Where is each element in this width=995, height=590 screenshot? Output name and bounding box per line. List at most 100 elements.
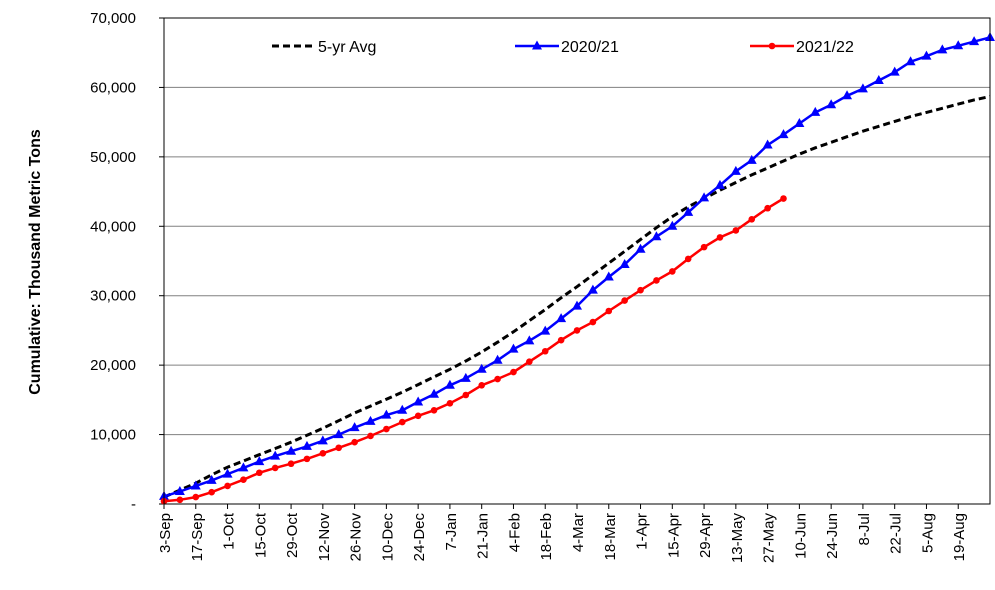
legend-marker [768,42,776,50]
data-point [206,474,217,484]
data-point [224,482,231,490]
x-tick-label: 29-Apr [697,513,714,558]
data-point [603,271,614,281]
data-point [303,455,311,463]
data-point [905,56,916,66]
x-axis-ticks: 3-Sep 17-Sep 1-Oct 15-Oct 29-Oct 12-Nov 26-Nov… [157,504,968,563]
data-point [478,381,485,389]
data-point [192,493,200,501]
data-point [446,400,454,407]
data-point [430,406,438,414]
data-point [413,396,424,406]
data-point [953,40,964,50]
data-point [508,343,519,353]
x-tick-label: 29-Oct [284,512,301,558]
data-point [524,335,535,345]
x-tick-label: 18-Feb [538,513,555,561]
data-point [667,220,678,230]
x-tick-label: 22-Jul [888,513,905,554]
x-tick-label: 8-Jul [856,513,873,546]
x-tick-label: 1-Oct [221,512,238,550]
x-tick-label: 17-Sep [189,513,206,561]
legend-label: 2020/21 [561,39,619,56]
data-point [287,460,295,468]
data-point [317,435,328,445]
data-point [174,486,185,496]
series-layer [159,31,995,505]
x-tick-label: 3-Sep [157,513,174,553]
series-line [163,197,785,503]
y-tick-label: - [131,496,136,513]
x-tick-label: 27-May [761,513,778,564]
data-point [889,66,900,76]
data-point [746,154,757,164]
y-tick-label: 20,000 [90,357,136,374]
y-tick-label: 60,000 [90,79,136,96]
data-point [730,165,741,175]
data-point [619,258,630,268]
data-point [494,375,501,383]
x-tick-label: 15-Apr [665,513,682,558]
legend: 5-yr Avg 2020/21 2021/22 [272,39,854,56]
x-tick-label: 7-Jan [443,513,460,551]
series-0 [163,95,991,499]
data-point [270,450,281,460]
data-point [397,404,408,414]
data-point [621,297,628,304]
y-tick-label: 10,000 [90,427,136,444]
x-tick-label: 10-Dec [379,513,396,562]
data-point [716,234,724,241]
data-point [748,216,756,223]
data-point [635,243,646,253]
data-point [637,286,644,294]
x-tick-label: 10-Jun [792,513,809,559]
series-1 [159,31,995,500]
data-point [669,268,676,275]
data-point [381,409,392,419]
data-point [222,468,233,478]
legend-label: 5-yr Avg [318,39,376,56]
y-axis-title: Cumulative: Thousand Metric Tons [27,129,44,395]
data-point [462,391,470,399]
x-tick-label: 24-Jun [824,513,841,559]
data-point [238,462,249,472]
legend-marker [532,40,542,50]
legend-label: 2021/22 [796,39,854,56]
data-point [286,445,297,455]
data-point [780,195,787,202]
x-tick-label: 19-Aug [951,513,968,561]
data-point [714,179,725,189]
legend-item-0: 5-yr Avg [272,39,376,56]
data-point [256,469,263,477]
data-point [510,368,517,376]
data-point [254,456,265,466]
data-point [842,90,853,100]
data-point [414,412,422,420]
data-point [683,206,694,216]
x-tick-label: 1-Apr [634,513,651,550]
data-point [365,415,376,425]
data-point [605,307,613,315]
data-point [732,227,740,234]
x-tick-label: 4-Feb [506,513,523,552]
data-point [190,480,201,490]
data-point [526,358,533,365]
data-point [271,464,279,472]
gridlines [164,86,990,436]
data-point [349,422,360,432]
series-line [163,95,991,499]
data-point [444,379,455,389]
data-point [764,204,771,212]
data-point [573,327,581,334]
series-2 [160,195,787,505]
data-point [921,50,932,60]
x-tick-label: 4-Mar [570,513,587,552]
data-point [794,118,805,128]
data-point [383,425,390,433]
data-point [301,440,312,450]
y-axis-ticks: - 10,000 20,000 30,000 40,000 50,000 60,000 70,… [90,10,164,513]
data-point [540,325,551,335]
data-point [541,347,549,355]
series-line [163,36,991,498]
